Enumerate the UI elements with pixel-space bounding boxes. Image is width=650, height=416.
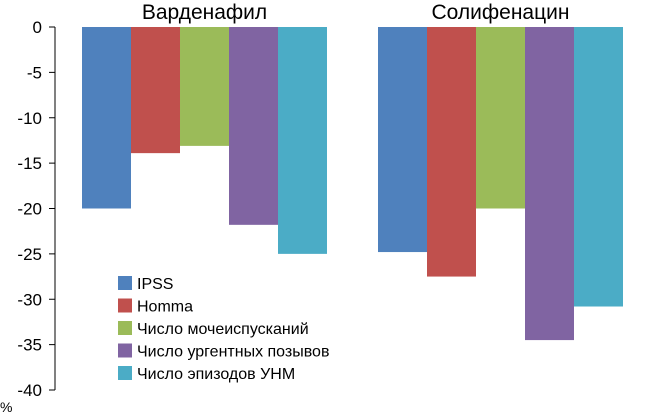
y-tick-label: -5 xyxy=(27,63,42,82)
bar xyxy=(378,27,427,253)
bar xyxy=(229,27,278,225)
y-tick-label: -15 xyxy=(17,154,42,173)
y-tick-label: -30 xyxy=(17,290,42,309)
legend-swatch xyxy=(118,343,132,358)
bars-group xyxy=(82,27,623,341)
bar xyxy=(427,27,476,277)
y-axis-ticks: 0 -5 -10 -15 -20 -25 -30 -35 -40 xyxy=(17,18,55,400)
legend-label: IPSS xyxy=(137,276,173,293)
category-label: Варденафил xyxy=(142,1,267,24)
bar xyxy=(278,27,327,254)
legend-swatch xyxy=(118,276,132,290)
y-tick-label: -40 xyxy=(17,381,42,400)
bar xyxy=(574,27,623,307)
legend-label: Число ургентных позывов xyxy=(137,344,329,361)
y-axis: 0 -5 -10 -15 -20 -25 -30 -35 -40 xyxy=(17,18,56,400)
legend-label: Homma xyxy=(137,299,193,316)
y-tick-label: -20 xyxy=(17,200,42,219)
bar xyxy=(525,27,574,341)
legend-label: Число мочеиспусканий xyxy=(137,321,309,338)
legend-swatch xyxy=(118,366,132,380)
legend: IPSS Homma Число мочеиспусканий Число урген… xyxy=(118,276,329,383)
legend-swatch xyxy=(118,321,132,335)
bar xyxy=(82,27,131,209)
category-labels: Варденафил Солифенацин xyxy=(142,1,570,24)
y-axis-unit-label: % xyxy=(0,399,12,415)
y-tick-label: -10 xyxy=(17,109,42,128)
legend-swatch xyxy=(118,298,132,313)
y-tick-label: -35 xyxy=(17,336,42,355)
bar xyxy=(131,27,180,154)
bar xyxy=(476,27,525,209)
legend-label: Число эпизодов УНМ xyxy=(137,366,295,383)
y-tick-label: 0 xyxy=(33,18,42,37)
y-tick-label: -25 xyxy=(17,245,42,264)
bar xyxy=(180,27,229,146)
category-label: Солифенацин xyxy=(432,1,570,24)
